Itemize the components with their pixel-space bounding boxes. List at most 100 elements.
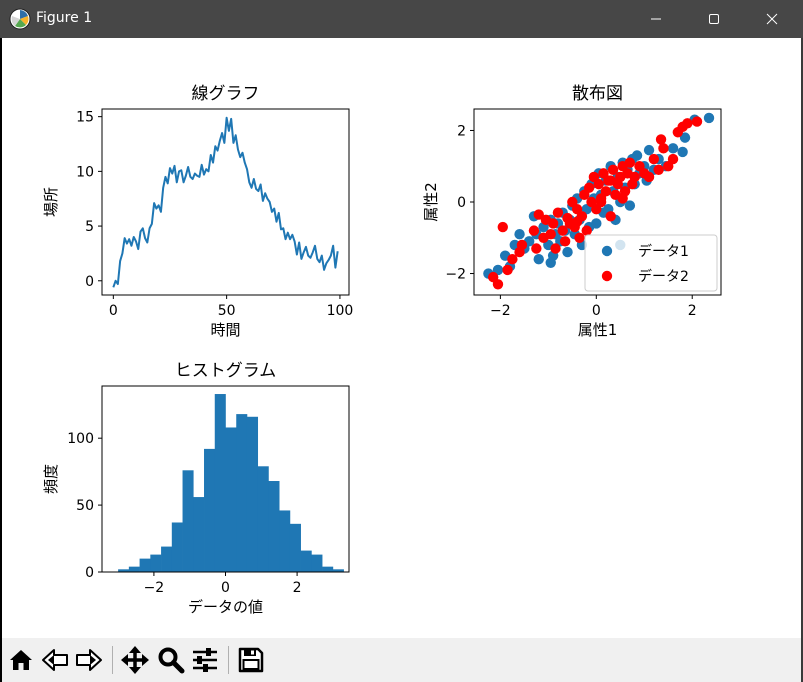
histogram-bar <box>268 481 280 572</box>
x-tick-label: 2 <box>688 303 697 319</box>
scatter-point <box>658 143 669 154</box>
histogram-bar <box>322 566 334 572</box>
scatter-point <box>557 225 568 236</box>
zoom-icon <box>158 647 185 674</box>
save-icon <box>238 647 264 673</box>
y-tick-label: 2 <box>457 123 466 139</box>
histogram-bar <box>225 427 237 572</box>
scatter-point <box>547 218 559 229</box>
scatter-point <box>682 118 693 129</box>
chart-title: ヒストグラム <box>175 361 277 381</box>
x-tick-label: 50 <box>218 303 236 319</box>
scatter-point <box>571 216 583 227</box>
zoom-button[interactable] <box>156 644 186 676</box>
scatter-point <box>593 178 604 190</box>
histogram-bar <box>139 558 151 572</box>
forward-arrow-icon <box>76 649 102 671</box>
scatter-point <box>653 164 664 176</box>
forward-button[interactable] <box>74 644 104 676</box>
configure-subplots-button[interactable] <box>190 644 220 676</box>
scatter-point <box>550 243 561 254</box>
scatter-point <box>531 243 542 254</box>
scatter-series-2 <box>487 116 703 290</box>
window-title: Figure 1 <box>36 10 93 26</box>
scatter-point <box>574 232 585 243</box>
scatter-point <box>605 211 616 222</box>
histogram-bar <box>214 394 226 572</box>
x-tick-label: 0 <box>221 580 230 596</box>
scatter-point <box>562 246 573 258</box>
home-icon <box>10 650 32 670</box>
scatter-point <box>643 144 655 156</box>
scatter-point <box>533 254 544 265</box>
maximize-button[interactable] <box>685 0 743 38</box>
back-button[interactable] <box>40 644 70 676</box>
pan-button[interactable] <box>120 644 150 676</box>
scatter-point <box>514 228 525 240</box>
x-axis-label: 時間 <box>210 321 240 339</box>
histogram-bar <box>193 497 205 572</box>
x-tick-label: 0 <box>109 303 118 319</box>
title-bar[interactable]: Figure 1 <box>0 0 803 38</box>
scatter-point <box>631 150 643 161</box>
chart-title: 線グラフ <box>192 84 260 104</box>
legend-frame <box>584 234 718 292</box>
plot-area <box>118 394 344 572</box>
y-axis-label: 頻度 <box>42 464 60 494</box>
line-series-1 <box>112 116 339 288</box>
scatter-point <box>552 207 564 218</box>
scatter-point <box>581 225 592 236</box>
navigation-toolbar <box>2 638 801 682</box>
legend: データ1 データ2 <box>584 234 718 292</box>
y-tick-label: 0 <box>85 565 94 581</box>
scatter-point <box>677 146 688 158</box>
y-tick-label: 5 <box>85 219 94 235</box>
histogram-bar <box>236 414 248 572</box>
minimize-button[interactable] <box>627 0 685 38</box>
scatter-point <box>516 239 528 251</box>
scatter-point <box>624 157 636 168</box>
histogram-bar <box>150 554 162 572</box>
histogram-bars <box>118 394 344 572</box>
figure-canvas[interactable]: 0 50 100 0 5 10 15 線グラフ 時間 場所 −2 0 2 −2 0 2 散布図 属性1 属性2 データ… <box>2 38 801 638</box>
y-tick-label: 100 <box>67 431 94 447</box>
y-tick-label: 50 <box>76 498 94 514</box>
scatter-point <box>591 218 602 229</box>
scatter-point <box>533 209 544 220</box>
home-button[interactable] <box>6 644 36 676</box>
scatter-point <box>617 193 628 204</box>
x-tick-label: 0 <box>592 303 601 319</box>
histogram-bar <box>300 550 312 572</box>
histogram-bar <box>204 448 216 572</box>
legend-marker <box>601 270 613 282</box>
x-tick-label: 2 <box>293 580 302 596</box>
chart-title: 散布図 <box>572 84 623 104</box>
histogram-bar <box>311 554 323 572</box>
x-tick-label: −2 <box>144 580 165 596</box>
y-axis-label: 属性2 <box>422 182 440 222</box>
sliders-icon <box>193 648 217 672</box>
scatter-point <box>502 264 513 276</box>
scatter-point <box>600 186 612 197</box>
scatter-point <box>492 279 504 290</box>
histogram-bar <box>257 466 269 572</box>
close-button[interactable] <box>743 0 801 38</box>
scatter-point <box>667 143 679 154</box>
scatter-point <box>528 225 540 236</box>
scatter-point <box>624 200 636 211</box>
scatter-point <box>607 164 619 176</box>
scatter-point <box>643 171 655 183</box>
move-icon <box>121 646 149 674</box>
scatter-point <box>559 236 571 247</box>
legend-label: データ2 <box>638 268 689 285</box>
save-button[interactable] <box>236 644 266 676</box>
y-tick-label: 0 <box>85 274 94 290</box>
y-tick-label: 10 <box>76 164 94 180</box>
scatter-point <box>595 196 607 208</box>
toolbar-separator <box>112 646 113 674</box>
y-tick-label: −2 <box>445 267 466 283</box>
x-axis-label: データの値 <box>188 598 263 616</box>
scatter-point <box>507 254 518 265</box>
